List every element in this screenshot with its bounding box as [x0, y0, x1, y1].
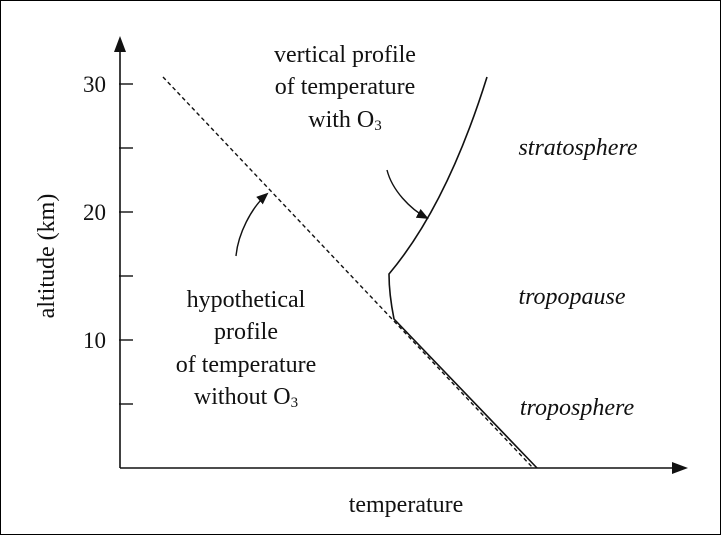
actual-profile-line-3: with O3	[308, 107, 382, 134]
actual-profile-line-3-text: with O	[308, 107, 374, 133]
hypothetical-line-3: of temperature	[176, 352, 317, 378]
actual-profile-subscript: 3	[374, 118, 382, 134]
actual-profile-line-2: of temperature	[275, 74, 416, 100]
y-tick-label-20: 20	[83, 200, 106, 225]
arrow-to-actual-profile	[386, 169, 429, 219]
actual-profile-annotation: vertical profile of temperature with O3	[274, 42, 416, 134]
stratosphere-label: stratosphere	[518, 135, 637, 161]
hypothetical-line-2: profile	[214, 319, 278, 345]
x-axis-arrowhead	[672, 462, 688, 474]
hypothetical-subscript: 3	[291, 395, 299, 411]
hypothetical-profile-line	[162, 76, 534, 469]
hypothetical-profile-annotation: hypothetical profile of temperature with…	[176, 287, 317, 411]
y-tick-label-10: 10	[83, 328, 106, 353]
y-axis-arrowhead	[114, 36, 126, 52]
hypothetical-line-4: without O3	[194, 384, 298, 411]
tropopause-label: tropopause	[518, 284, 625, 310]
actual-profile-curve	[388, 76, 538, 469]
y-axis-title: altitude (km)	[34, 194, 60, 319]
x-axis-title: temperature	[349, 492, 464, 518]
troposphere-label: troposphere	[520, 395, 635, 421]
actual-profile-line-1: vertical profile	[274, 42, 416, 68]
hypothetical-line-4-text: without O	[194, 384, 291, 410]
y-tick-label-30: 30	[83, 72, 106, 97]
arrow-to-hypothetical-profile	[235, 192, 269, 257]
hypothetical-line-1: hypothetical	[187, 287, 306, 313]
y-ticks: 10 20 30	[83, 72, 133, 405]
